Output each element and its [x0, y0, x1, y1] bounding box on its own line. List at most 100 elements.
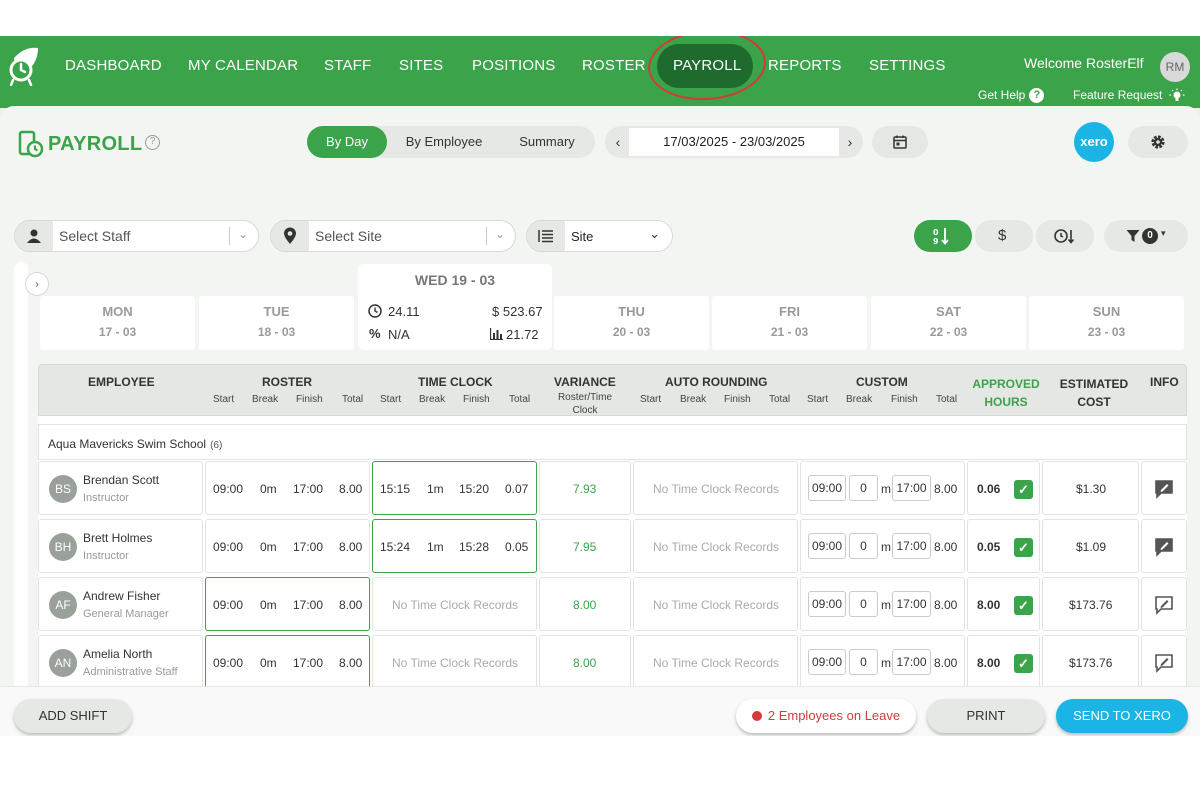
roster-finish: 17:00 [293, 598, 324, 612]
send-to-xero-button[interactable]: SEND TO XERO [1056, 699, 1188, 733]
nav-settings[interactable]: SETTINGS [869, 57, 946, 74]
calendar-button[interactable] [872, 126, 928, 158]
bottom-bar: ADD SHIFT 2 Employees on Leave PRINT SEN… [0, 686, 1200, 736]
nav-roster[interactable]: ROSTER [582, 57, 646, 74]
approved-hours-cell: 0.05 ✓ [967, 519, 1040, 573]
date-range[interactable]: 17/03/2025 - 23/03/2025 [629, 128, 839, 156]
time-clock-break: 1m [427, 482, 444, 496]
day-name: SAT [935, 304, 962, 319]
approved-checkbox[interactable]: ✓ [1014, 538, 1033, 557]
prev-week-chevron-icon[interactable]: ‹ [615, 134, 621, 150]
site-select[interactable]: Select Site ⌄ [270, 220, 516, 252]
nav-positions[interactable]: POSITIONS [472, 57, 556, 74]
custom-break-input[interactable]: 0 [849, 591, 878, 617]
nav-sites[interactable]: SITES [399, 57, 444, 74]
time-clock-cell[interactable]: 15:15 1m 15:20 0.07 [372, 461, 537, 515]
sort-button[interactable]: 0 9 [914, 220, 972, 252]
auto-rounding-cell: No Time Clock Records [633, 461, 798, 515]
header-estimated-cost: ESTIMATED COST [1059, 377, 1129, 409]
time-clock-cell[interactable]: 15:24 1m 15:28 0.05 [372, 519, 537, 573]
employee-cell[interactable]: BH Brett Holmes Instructor [38, 519, 203, 573]
time-sort-button[interactable] [1036, 220, 1094, 252]
approved-checkbox[interactable]: ✓ [1014, 480, 1033, 499]
employee-name: Andrew Fisher [83, 589, 161, 603]
day-fri[interactable]: FRI 21 - 03 [712, 296, 867, 350]
rosterelf-logo-icon[interactable] [8, 44, 42, 86]
sub-break: Break [252, 394, 279, 405]
approved-checkbox[interactable]: ✓ [1014, 654, 1033, 673]
active-day-cost: $ 523.67 [492, 304, 543, 319]
feature-request-link[interactable]: Feature Request [1073, 88, 1185, 104]
time-clock-break: 1m [427, 540, 444, 554]
payroll-panel: PAYROLL ? By Day By Employee Summary ‹ 1… [0, 106, 1200, 736]
tab-by-employee[interactable]: By Employee [405, 134, 483, 149]
estimated-cost-cell: $1.09 [1042, 519, 1139, 573]
employees-on-leave-button[interactable]: 2 Employees on Leave [736, 699, 916, 733]
employee-cell[interactable]: AF Andrew Fisher General Manager [38, 577, 203, 631]
roster-finish: 17:00 [293, 482, 324, 496]
sub-total: Total [769, 394, 791, 405]
custom-finish-input[interactable]: 17:00 [892, 533, 931, 559]
custom-finish-input[interactable]: 17:00 [892, 591, 931, 617]
day-tue[interactable]: TUE 18 - 03 [199, 296, 354, 350]
day-sat[interactable]: SAT 22 - 03 [871, 296, 1026, 350]
roster-cell[interactable]: 09:00 0m 17:00 8.00 [205, 461, 370, 515]
sub-break: Break [419, 394, 446, 405]
active-day-percent: N/A [388, 327, 410, 342]
time-clock-cell[interactable]: No Time Clock Records [372, 635, 537, 689]
add-shift-button[interactable]: ADD SHIFT [14, 699, 132, 733]
staff-select[interactable]: Select Staff ⌄ [14, 220, 259, 252]
roster-cell[interactable]: 09:00 0m 17:00 8.00 [205, 519, 370, 573]
custom-start-input[interactable]: 09:00 [808, 533, 846, 559]
help-circle-icon[interactable]: ? [145, 135, 160, 150]
day-mon[interactable]: MON 17 - 03 [40, 296, 195, 350]
cost-toggle-button[interactable]: $ [975, 220, 1033, 252]
nav-my-calendar[interactable]: MY CALENDAR [188, 57, 299, 74]
custom-break-unit: m [881, 482, 891, 496]
custom-break-input[interactable]: 0 [849, 475, 878, 501]
employee-cell[interactable]: BS Brendan Scott Instructor [38, 461, 203, 515]
next-week-chevron-icon[interactable]: › [847, 134, 853, 150]
settings-button[interactable] [1128, 126, 1188, 158]
comment-icon[interactable] [1154, 653, 1174, 673]
group-by-select[interactable]: Site ⌄ [526, 220, 673, 252]
get-help-link[interactable]: Get Help? [978, 88, 1045, 104]
custom-break-input[interactable]: 0 [849, 649, 878, 675]
comment-icon[interactable] [1154, 595, 1174, 615]
employee-role: Instructor [83, 550, 129, 562]
staff-select-placeholder: Select Staff [59, 228, 131, 244]
employee-name: Brett Holmes [83, 531, 153, 545]
sub-total: Total [936, 394, 958, 405]
roster-cell[interactable]: 09:00 0m 17:00 8.00 [205, 577, 370, 631]
expand-chevron-icon[interactable]: › [25, 272, 49, 296]
nav-staff[interactable]: STAFF [324, 57, 372, 74]
xero-logo-icon[interactable]: xero [1074, 122, 1114, 162]
custom-break-input[interactable]: 0 [849, 533, 878, 559]
custom-finish-input[interactable]: 17:00 [892, 475, 931, 501]
comment-icon[interactable] [1154, 479, 1174, 499]
day-sun[interactable]: SUN 23 - 03 [1029, 296, 1184, 350]
comment-icon[interactable] [1154, 537, 1174, 557]
tab-by-day[interactable]: By Day [307, 126, 387, 158]
day-thu[interactable]: THU 20 - 03 [554, 296, 709, 350]
print-button[interactable]: PRINT [927, 699, 1045, 733]
estimated-cost-value: $173.76 [1069, 598, 1113, 612]
tab-summary[interactable]: Summary [519, 134, 575, 149]
custom-start-input[interactable]: 09:00 [808, 591, 846, 617]
time-clock-cell[interactable]: No Time Clock Records [372, 577, 537, 631]
no-records-text: No Time Clock Records [653, 656, 780, 670]
approved-checkbox[interactable]: ✓ [1014, 596, 1033, 615]
nav-dashboard[interactable]: DASHBOARD [65, 57, 162, 74]
employee-cell[interactable]: AN Amelia North Administrative Staff [38, 635, 203, 689]
custom-finish-input[interactable]: 17:00 [892, 649, 931, 675]
nav-reports[interactable]: REPORTS [768, 57, 842, 74]
day-wed-active[interactable]: WED 19 - 03 24.11 $ 523.67 % N/A 21.72 [358, 264, 552, 350]
nav-payroll[interactable]: PAYROLL [673, 57, 742, 74]
custom-start-input[interactable]: 09:00 [808, 649, 846, 675]
sub-start: Start [640, 394, 662, 405]
user-avatar[interactable]: RM [1160, 52, 1190, 82]
filter-button[interactable]: 0 ▾ [1104, 220, 1188, 252]
roster-cell[interactable]: 09:00 0m 17:00 8.00 [205, 635, 370, 689]
custom-start-input[interactable]: 09:00 [808, 475, 846, 501]
site-group-row[interactable]: Aqua Mavericks Swim School (6) [38, 424, 1187, 460]
